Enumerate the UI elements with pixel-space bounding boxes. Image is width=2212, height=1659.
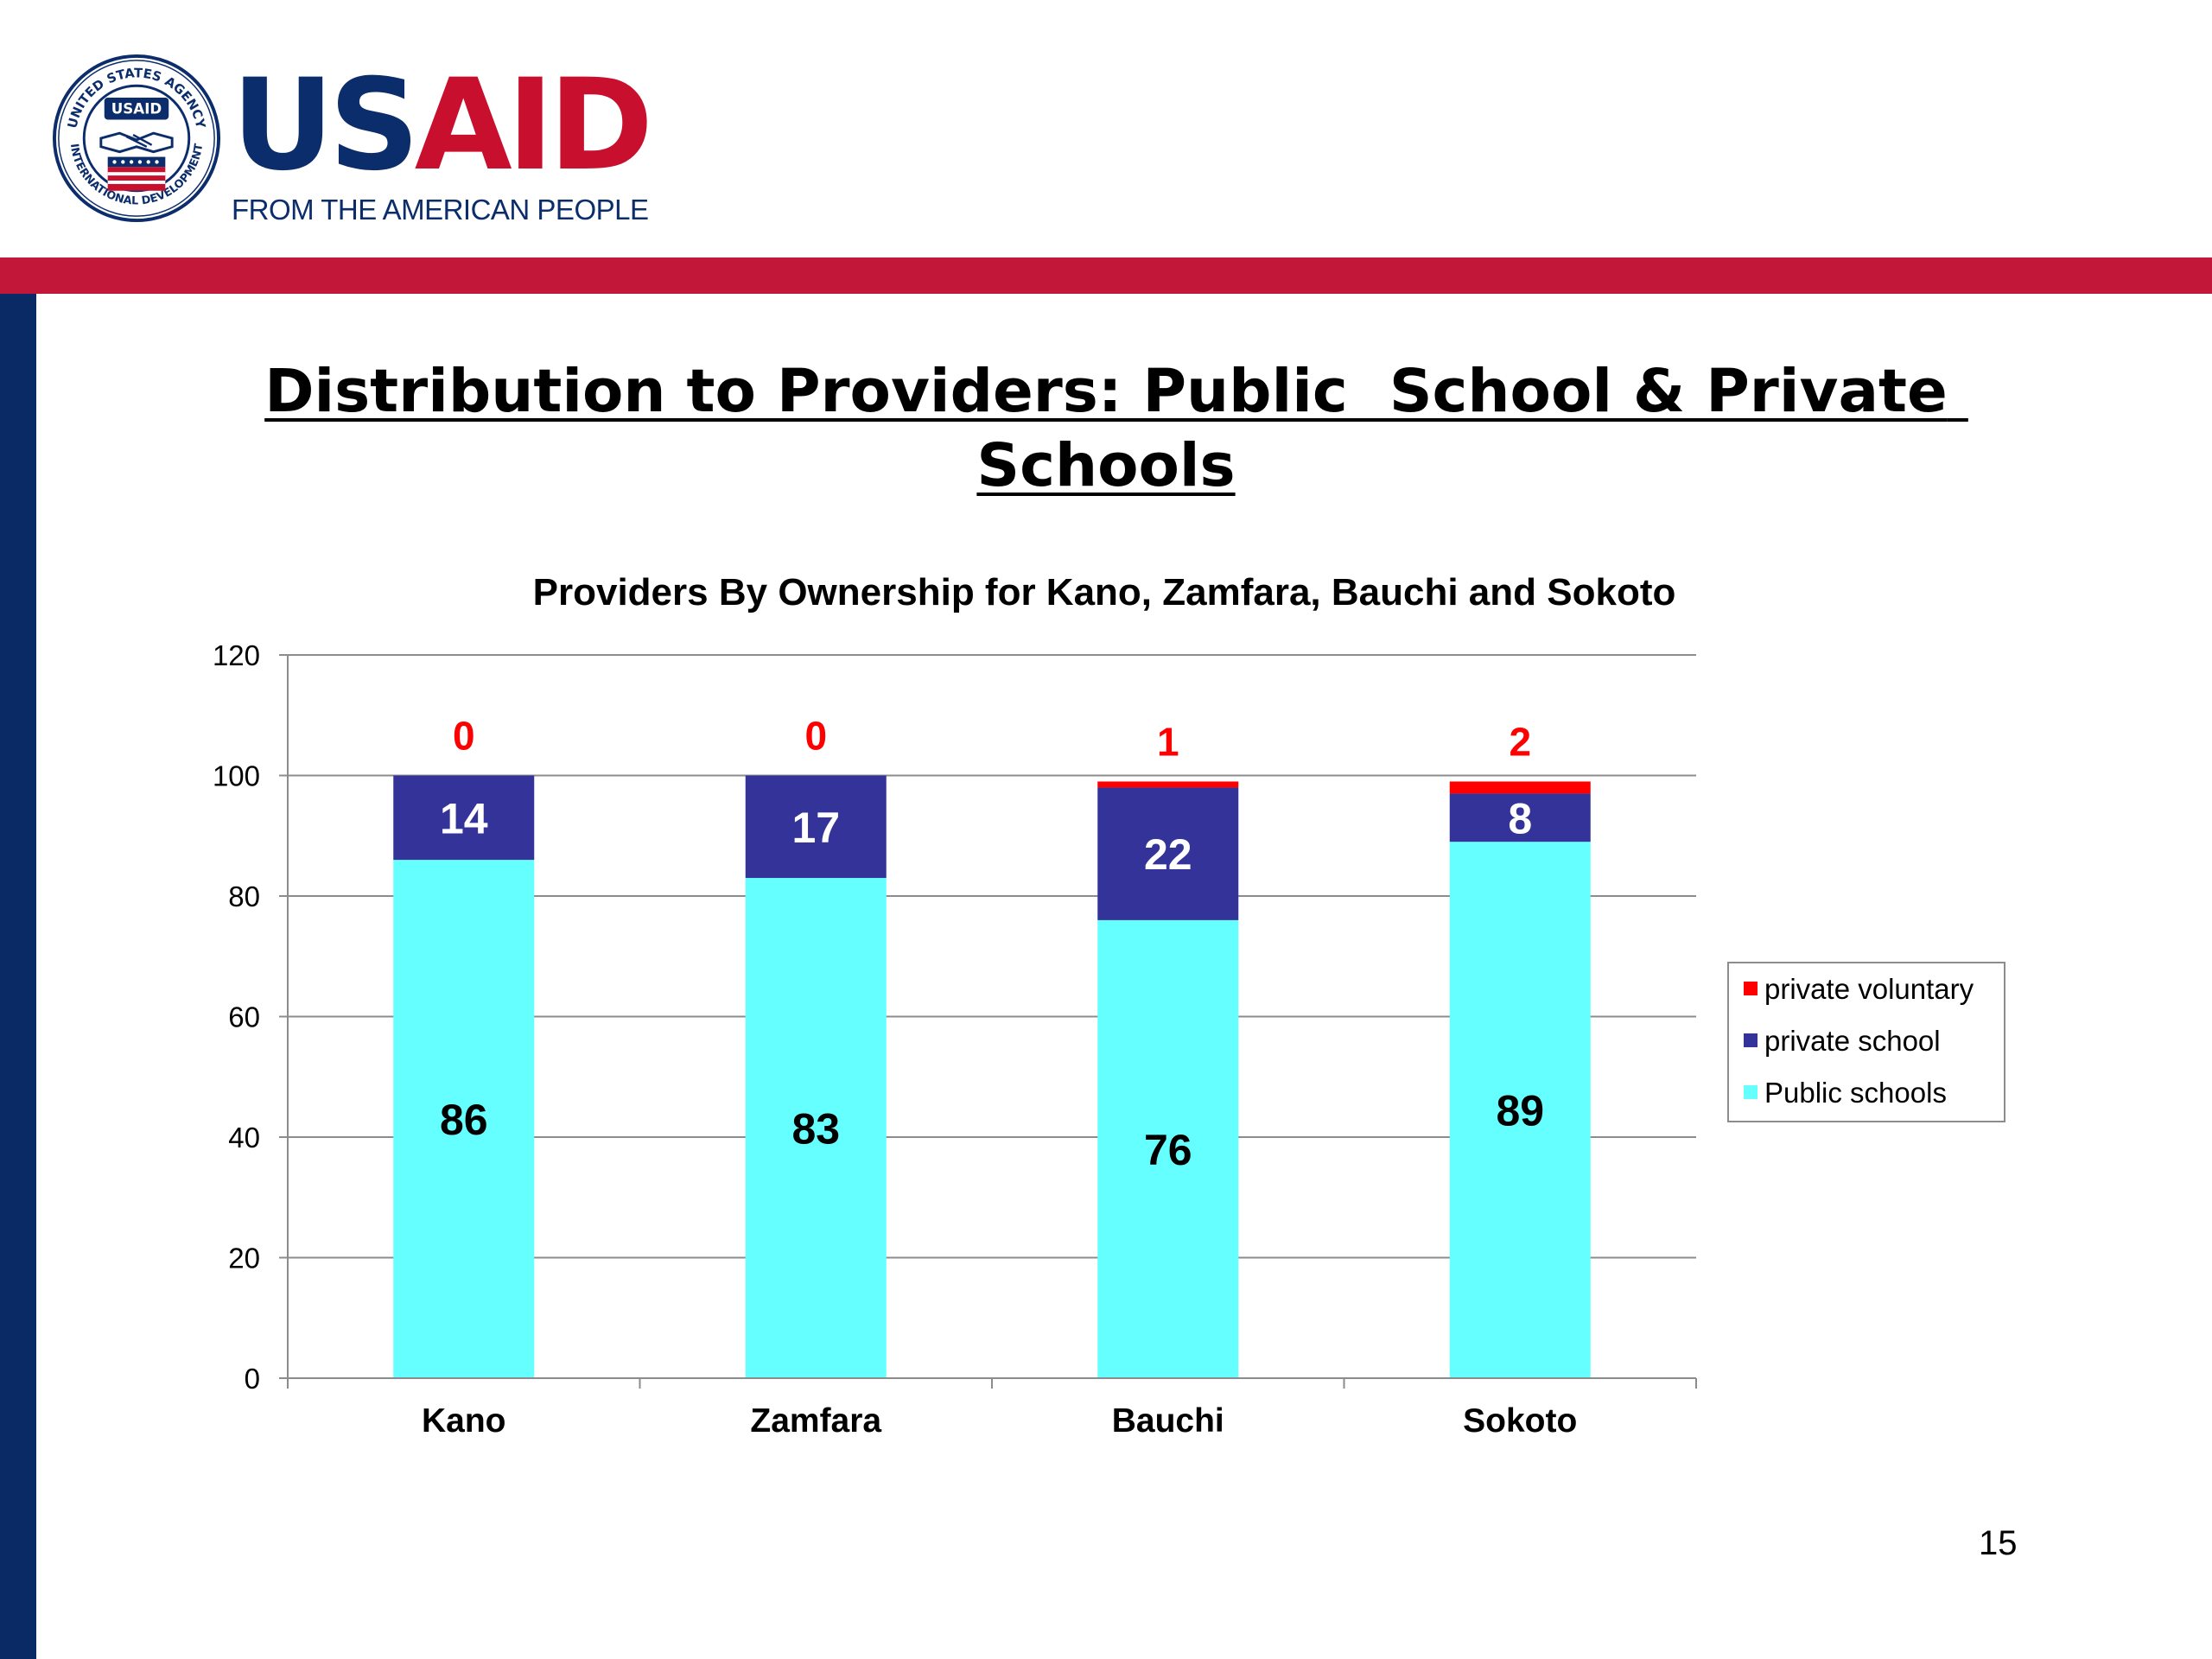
header-red-band [0,257,2212,294]
legend-entry: private voluntary [1764,973,1974,1005]
usaid-tagline: FROM THE AMERICAN PEOPLE [232,194,649,226]
data-label: 8 [1508,794,1532,842]
data-label: 83 [791,1105,840,1154]
usaid-wordmark: USAID [232,62,653,188]
bar-segment [745,775,887,879]
page-number: 15 [1979,1524,2018,1562]
wordmark-aid: AID [414,52,654,199]
y-tick-label: 40 [228,1122,260,1154]
bar-segment [1097,787,1239,920]
legend-swatch [1744,982,1758,995]
bar-segment [393,775,535,861]
x-tick-label: Kano [422,1402,506,1440]
wordmark-us: US [232,52,420,199]
chart-bars [393,775,1591,1378]
bar-segment [745,878,887,1378]
legend-swatch [1744,1033,1758,1047]
left-blue-band [0,294,36,1659]
y-tick-label: 100 [213,760,260,792]
y-tick-label: 60 [228,1001,260,1033]
data-label: 89 [1496,1087,1544,1135]
bar-segment [1449,793,1591,842]
data-label: 17 [791,804,840,852]
chart-data-labels: 86 14 0 83 17 0 76 22 1 89 8 2 [440,714,1544,1174]
legend-entry: Public schools [1764,1077,1947,1109]
usaid-logo: USAID FROM THE AMERICAN PEOPLE [232,62,653,226]
y-tick-label: 120 [213,639,260,671]
data-label: 76 [1144,1126,1192,1174]
slide-title: Distribution to Providers: Public School… [190,354,2022,503]
x-tick-label: Sokoto [1463,1402,1577,1440]
usaid-seal-icon: UNITED STATES AGENCY INTERNATIONAL DEVEL… [52,54,221,223]
y-tick-label: 20 [228,1243,260,1274]
slide-title-text: Distribution to Providers: Public School… [264,357,1968,500]
y-tick-label: 0 [245,1363,260,1395]
legend-swatch [1744,1085,1758,1099]
data-label: 22 [1144,830,1192,879]
chart-title: Providers By Ownership for Kano, Zamfara… [533,571,1676,613]
data-label: 1 [1157,719,1179,764]
data-label: 2 [1509,719,1531,764]
x-tick-label: Zamfara [750,1402,881,1440]
bar-segment [1097,781,1239,788]
seal-badge-text: USAID [111,101,162,118]
data-label: 0 [804,714,827,759]
legend-box [1727,962,2005,1122]
bar-segment [1449,781,1591,794]
legend-entry: private school [1764,1025,1941,1057]
y-tick-label: 80 [228,880,260,912]
bar-segment [1097,919,1239,1378]
bar-segment [393,860,535,1378]
bar-segment [1449,842,1591,1378]
x-tick-label: Bauchi [1112,1402,1224,1440]
data-label: 0 [453,714,475,759]
chart-legend: private voluntary private school Public sc… [1727,962,2005,1122]
data-label: 14 [440,794,488,842]
data-label: 86 [440,1096,488,1144]
